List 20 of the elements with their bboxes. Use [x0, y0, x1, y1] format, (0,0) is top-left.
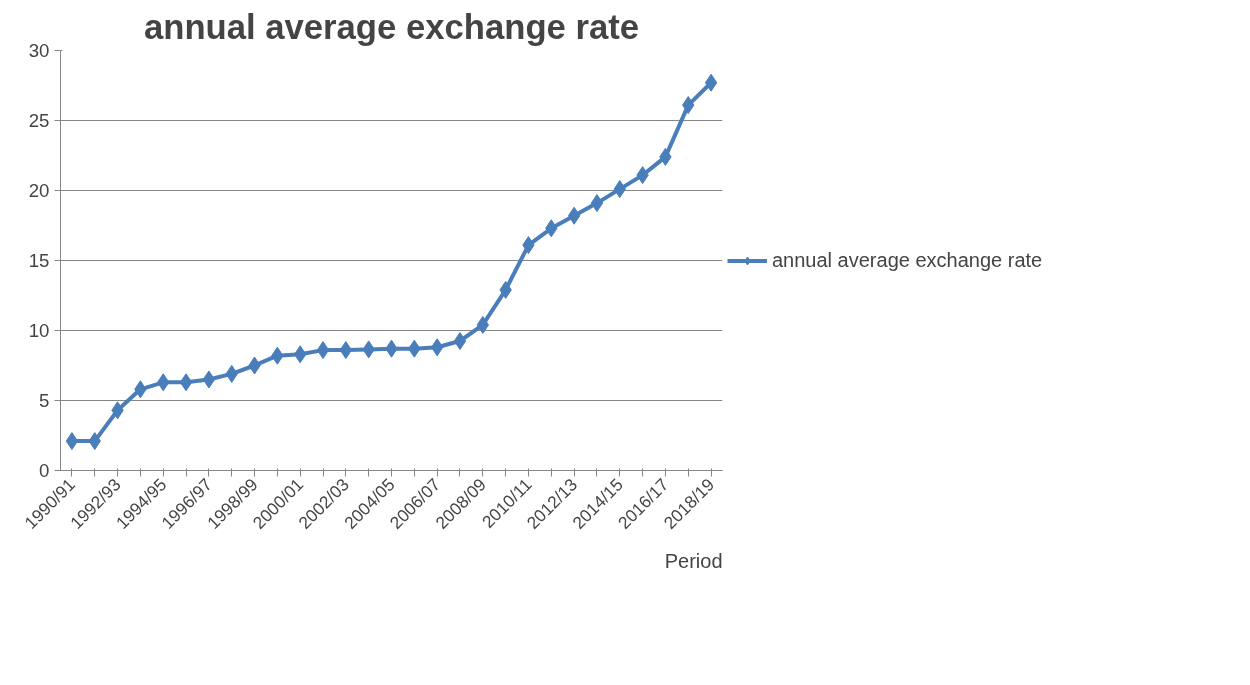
- y-tick-label: 15: [28, 250, 50, 271]
- point: [339, 341, 353, 360]
- point: [179, 373, 193, 392]
- x-axis-title: Period: [664, 549, 723, 572]
- legend-label: annual average exchange rate: [772, 248, 1043, 272]
- point: [590, 194, 604, 213]
- y-tick-label: 10: [28, 320, 50, 341]
- y-tick-label: 0: [39, 460, 50, 481]
- y-tick-label: 20: [28, 180, 50, 201]
- point: [316, 341, 330, 360]
- y-tick-label: 30: [28, 40, 50, 61]
- chart-title: annual average exchange rate: [143, 7, 640, 46]
- point: [202, 370, 216, 389]
- point: [567, 206, 581, 225]
- point: [453, 332, 467, 350]
- point: [430, 338, 444, 357]
- point: [704, 73, 718, 92]
- y-tick-label: 5: [39, 390, 50, 411]
- y-tick-label: 25: [28, 110, 50, 131]
- point: [65, 432, 79, 451]
